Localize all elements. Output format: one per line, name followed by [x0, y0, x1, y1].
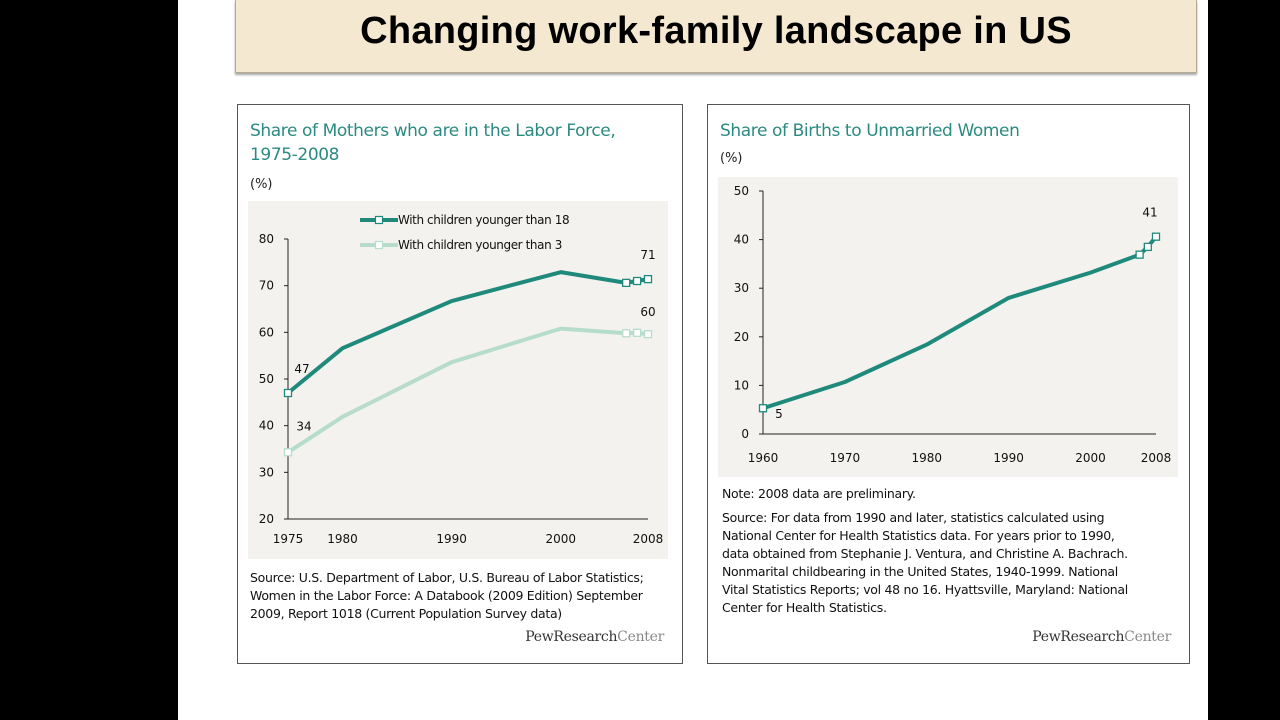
y-tick-label: 20	[259, 512, 274, 526]
left-chart-title: Share of Mothers who are in the Labor Fo…	[250, 119, 616, 167]
x-tick-label: 1990	[993, 451, 1024, 465]
slide-title: Changing work-family landscape in US	[360, 9, 1072, 52]
data-point-marker	[1143, 242, 1152, 252]
unmarried-births-panel: Share of Births to Unmarried Women (%) 0…	[707, 104, 1190, 664]
y-tick-label: 40	[259, 419, 274, 433]
y-tick-label: 30	[259, 465, 274, 479]
right-source-line: Source: For data from 1990 and later, st…	[722, 510, 1105, 525]
data-point-marker	[632, 276, 642, 286]
right-source-note: Source: For data from 1990 and later, st…	[722, 509, 1128, 617]
unmarried-births-chart: 0 10 20 30 40 50 1960 1970 1980 1990 2000 2008 5 41	[734, 184, 1172, 465]
data-label: 34	[296, 419, 311, 433]
data-point-marker	[1135, 250, 1144, 259]
left-source-line: Source: U.S. Department of Labor, U.S. B…	[250, 570, 644, 585]
y-tick-label: 10	[734, 378, 749, 392]
x-tick-label: 2008	[633, 532, 664, 546]
data-label: 47	[294, 362, 309, 376]
data-point-marker	[643, 274, 653, 284]
slide-title-bar: Changing work-family landscape in US	[235, 0, 1197, 73]
data-point-marker	[622, 278, 631, 288]
right-chart-background	[718, 177, 1178, 477]
left-chart-unit: (%)	[250, 177, 273, 192]
data-point-marker	[632, 328, 642, 337]
right-source-line: data obtained from Stephanie J. Ventura,…	[722, 546, 1128, 561]
legend-marker	[374, 215, 384, 225]
y-tick-label: 0	[741, 427, 749, 441]
right-source-line: Vital Statistics Reports; vol 48 no 16. …	[722, 582, 1128, 597]
data-point-marker	[643, 330, 653, 339]
data-point-marker	[283, 388, 293, 398]
x-tick-label: 1975	[273, 532, 304, 546]
right-source-line: Nonmarital childbearing in the United St…	[722, 564, 1118, 579]
right-source-line: National Center for Health Statistics da…	[722, 528, 1115, 543]
series-line	[762, 235, 1158, 411]
x-tick-label: 1980	[911, 451, 942, 465]
y-tick-label: 60	[259, 325, 274, 339]
right-source-line: Center for Health Statistics.	[722, 600, 887, 615]
legend-label: With children younger than 3	[398, 238, 562, 252]
data-label: 41	[1142, 206, 1157, 220]
pew-research-logo: PewResearchCenter	[1032, 629, 1171, 645]
y-tick-label: 40	[734, 233, 749, 247]
data-point-marker	[622, 329, 631, 338]
x-tick-label: 2000	[1075, 451, 1106, 465]
data-label: 71	[640, 248, 655, 262]
left-source-line: Women in the Labor Force: A Databook (20…	[250, 588, 643, 603]
x-tick-label: 2008	[1141, 451, 1172, 465]
y-tick-label: 70	[259, 279, 274, 293]
left-chart-background	[248, 201, 668, 559]
y-tick-label: 30	[734, 281, 749, 295]
left-chart-title-line1: Share of Mothers who are in the Labor Fo…	[250, 121, 616, 141]
mothers-labor-force-chart: 20 30 40 50 60 70 80 1975 1980 1990 2000 2008 47 71 34…	[259, 213, 664, 546]
mothers-labor-force-panel: Share of Mothers who are in the Labor Fo…	[237, 104, 683, 664]
right-chart-unit: (%)	[720, 151, 743, 166]
data-point-marker	[1151, 232, 1161, 241]
data-point-marker	[758, 404, 768, 413]
right-chart-title: Share of Births to Unmarried Women	[720, 121, 1020, 141]
left-source-note: Source: U.S. Department of Labor, U.S. B…	[250, 569, 644, 623]
data-label: 60	[640, 305, 655, 319]
right-note: Note: 2008 data are preliminary.	[722, 486, 916, 501]
y-tick-label: 20	[734, 330, 749, 344]
x-tick-label: 1980	[327, 532, 358, 546]
legend-label: With children younger than 18	[398, 213, 569, 227]
y-tick-label: 50	[734, 184, 749, 198]
pew-research-logo: PewResearchCenter	[525, 629, 664, 645]
x-tick-label: 1960	[748, 451, 779, 465]
x-tick-label: 1990	[436, 532, 467, 546]
x-tick-label: 1970	[830, 451, 861, 465]
data-point-marker	[283, 448, 293, 457]
x-tick-label: 2000	[545, 532, 576, 546]
legend-marker	[374, 240, 384, 250]
data-label: 5	[775, 407, 783, 421]
y-tick-label: 80	[259, 232, 274, 246]
y-tick-label: 50	[259, 372, 274, 386]
left-chart-title-line2: 1975-2008	[250, 145, 340, 165]
left-source-line: 2009, Report 1018 (Current Population Su…	[250, 606, 562, 621]
